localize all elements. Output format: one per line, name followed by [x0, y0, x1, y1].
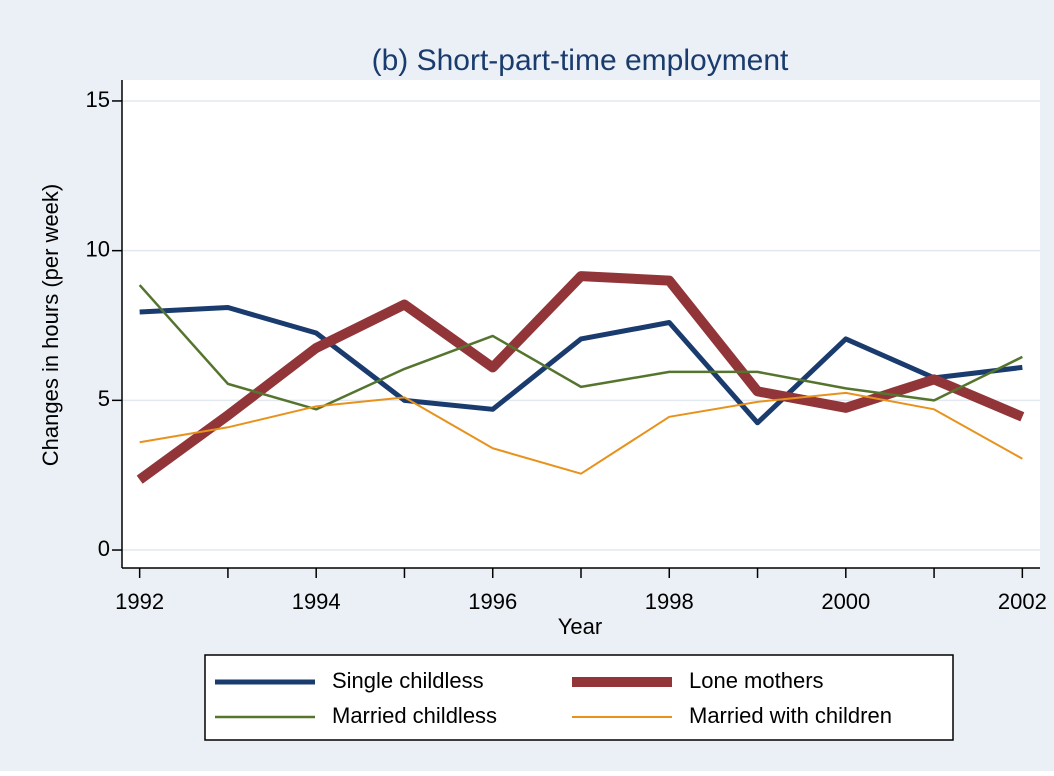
legend-label: Married with children [689, 703, 892, 728]
lines [136, 271, 1025, 484]
y-axis-label: Changes in hours (per week) [38, 184, 63, 466]
y-tick-label: 15 [86, 87, 110, 112]
y-tick-label: 5 [98, 386, 110, 411]
legend [204, 654, 954, 741]
x-tick-label: 1994 [292, 589, 341, 614]
y-tick-label: 10 [86, 236, 110, 261]
x-tick-label: 2002 [998, 589, 1047, 614]
x-tick-label: 1998 [645, 589, 694, 614]
x-axis-label: Year [558, 614, 602, 639]
data-line [139, 391, 1023, 475]
legend-label: Married childless [332, 703, 497, 728]
x-tick-label: 1992 [115, 589, 164, 614]
chart-title: (b) Short-part-time employment [372, 44, 789, 77]
plot-area [122, 80, 1040, 568]
x-tick-label: 1996 [468, 589, 517, 614]
legend-label: Lone mothers [689, 668, 824, 693]
data-line [139, 305, 1023, 426]
y-tick-label: 0 [98, 536, 110, 561]
data-line [138, 284, 1023, 411]
x-tick-label: 2000 [821, 589, 870, 614]
legend-label: Single childless [332, 668, 484, 693]
